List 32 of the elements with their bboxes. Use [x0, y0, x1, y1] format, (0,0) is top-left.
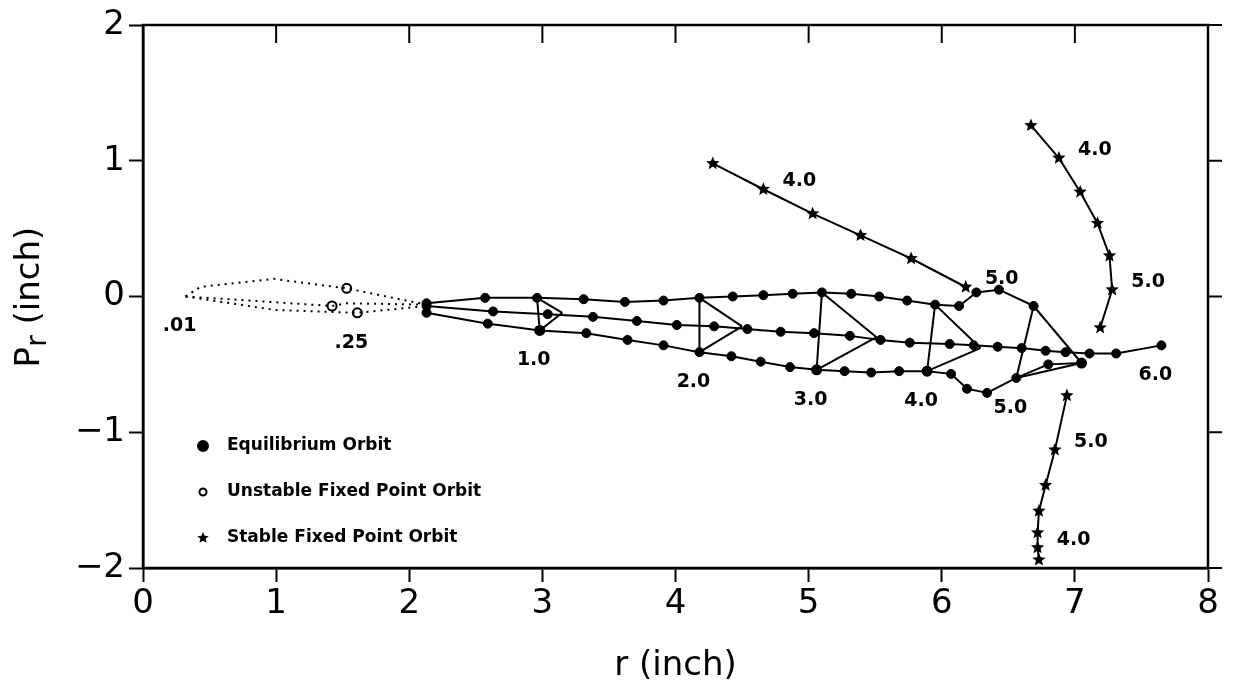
annotation: 4.0 — [904, 388, 938, 411]
annotation: .25 — [334, 329, 369, 352]
annotation: 4.0 — [1056, 526, 1091, 549]
annotation: 2.0 — [676, 369, 711, 392]
annotation: 6.0 — [1138, 362, 1173, 385]
legend-label: Unstable Fixed Point Orbit — [227, 480, 482, 501]
annotation: 4.0 — [1078, 136, 1112, 159]
annotation: .01 — [162, 313, 197, 336]
x-tick-label: 7 — [1064, 581, 1086, 622]
x-tick-label: 1 — [265, 581, 287, 622]
x-tick-label: 8 — [1197, 581, 1219, 622]
annotation: 5.0 — [993, 394, 1028, 417]
x-tick-label: 5 — [797, 581, 820, 622]
x-tick-label: 4 — [664, 581, 687, 622]
legend-label: Equilibrium Orbit — [227, 434, 392, 455]
annotation: 5.0 — [1131, 268, 1165, 291]
annotation: 1.0 — [516, 347, 551, 370]
x-tick-label: 0 — [132, 581, 154, 622]
x-tick-label: 2 — [398, 581, 421, 622]
y-tick-label: −2 — [74, 544, 125, 585]
annotation: 4.0 — [782, 168, 817, 191]
y-tick-label: 1 — [103, 137, 125, 178]
y-tick-label: 0 — [103, 273, 125, 314]
annotation: 5.0 — [1074, 428, 1108, 451]
legend-label: Stable Fixed Point Orbit — [227, 526, 458, 547]
x-axis-title: r (inch) — [614, 643, 737, 684]
annotation: 5.0 — [984, 265, 1019, 288]
annotation: 3.0 — [793, 386, 828, 409]
x-tick-label: 3 — [531, 581, 554, 622]
y-tick-label: −1 — [74, 409, 125, 450]
y-tick-label: 2 — [103, 1, 125, 42]
x-tick-label: 6 — [930, 581, 953, 622]
